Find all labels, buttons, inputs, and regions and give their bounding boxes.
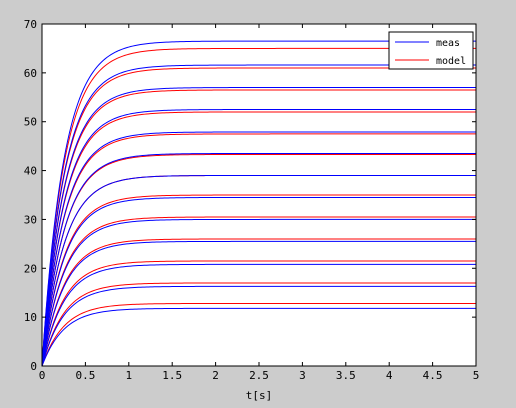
legend-model-label: model bbox=[436, 56, 466, 67]
series-line-model bbox=[41, 89, 476, 367]
x-tick-label: 0.5 bbox=[75, 369, 95, 382]
series-line-meas bbox=[41, 196, 476, 367]
y-tick-label: 40 bbox=[24, 165, 37, 178]
x-tick-label: 0 bbox=[39, 369, 46, 382]
series-line-meas bbox=[41, 285, 476, 367]
series-line-model bbox=[41, 282, 476, 367]
x-tick-label: 2 bbox=[212, 369, 219, 382]
x-axis-label: t[s] bbox=[246, 389, 273, 402]
series-line-meas bbox=[41, 109, 476, 367]
series-line-model bbox=[41, 216, 476, 367]
series-line-meas bbox=[41, 240, 476, 367]
series-line-model bbox=[41, 194, 476, 367]
legend-box bbox=[388, 31, 474, 70]
y-tick-label: 70 bbox=[24, 18, 37, 31]
series-line-meas bbox=[41, 307, 476, 367]
y-tick-label: 60 bbox=[24, 67, 37, 80]
x-tick-label: 2.5 bbox=[249, 369, 269, 382]
series-line-meas bbox=[41, 174, 476, 367]
y-tick-label: 20 bbox=[24, 262, 37, 275]
x-tick-label: 1 bbox=[125, 369, 132, 382]
y-tick-label: 50 bbox=[24, 116, 37, 129]
x-tick-label: 5 bbox=[473, 369, 480, 382]
series-line-meas bbox=[41, 87, 476, 367]
y-tick-label: 30 bbox=[24, 213, 37, 226]
y-tick-label: 0 bbox=[30, 360, 37, 373]
legend-meas-label: meas bbox=[436, 38, 460, 49]
y-tick-label: 10 bbox=[24, 311, 37, 324]
series-line-meas bbox=[41, 218, 476, 367]
x-tick-label: 3.5 bbox=[336, 369, 356, 382]
series-line-model bbox=[41, 238, 476, 367]
series-line-meas bbox=[41, 152, 476, 367]
x-tick-label: 4.5 bbox=[423, 369, 443, 382]
series-line-meas bbox=[41, 263, 476, 367]
series-line-model bbox=[41, 302, 476, 367]
x-tick-label: 4 bbox=[386, 369, 393, 382]
x-tick-label: 3 bbox=[299, 369, 306, 382]
series-line-model bbox=[41, 111, 476, 367]
legend: meas model bbox=[388, 31, 474, 70]
x-tick-label: 1.5 bbox=[162, 369, 182, 382]
series-line-model bbox=[41, 133, 476, 367]
series-line-model bbox=[41, 260, 476, 367]
series-line-model bbox=[41, 153, 476, 367]
series-line-meas bbox=[41, 131, 476, 367]
